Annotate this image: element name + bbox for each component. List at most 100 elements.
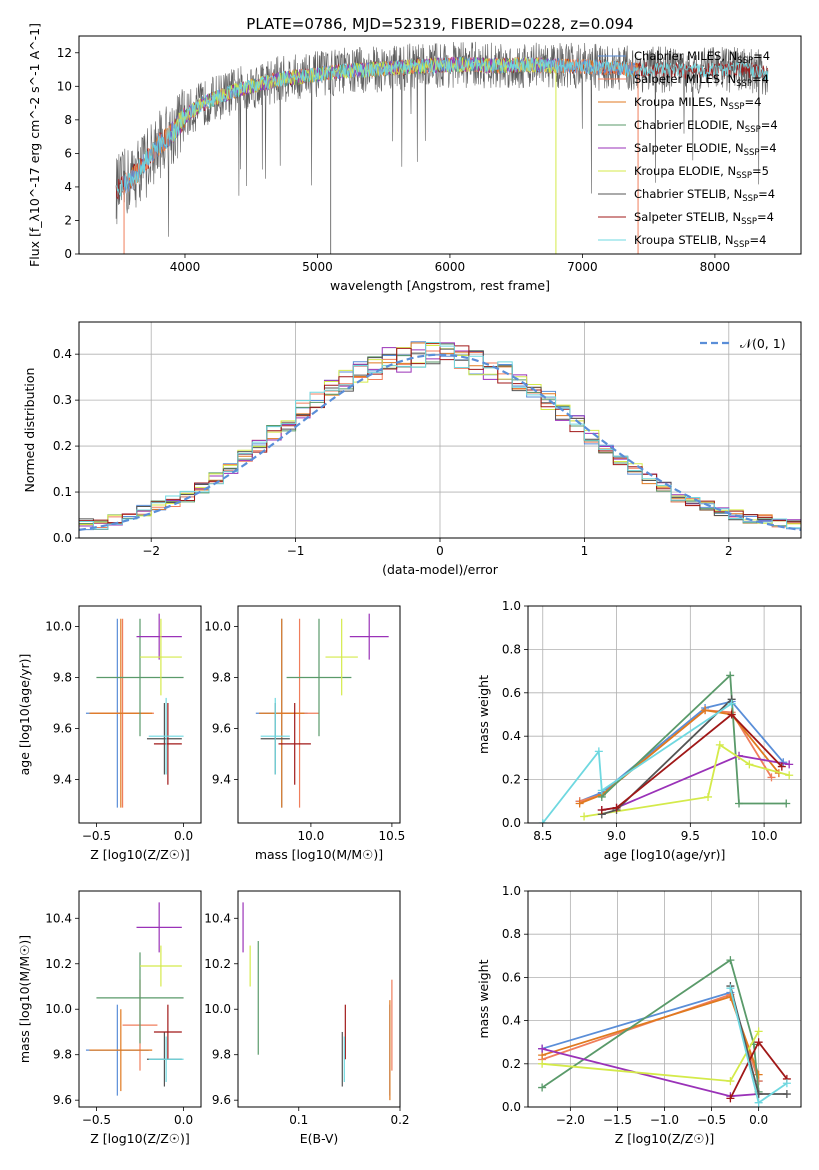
axes-frame xyxy=(527,605,802,824)
x-tick-label: −1 xyxy=(287,544,305,558)
x-tick-label: 10.0 xyxy=(298,829,325,843)
legend-label-kroupa-stelib: Kroupa STELIB, NSSP=4 xyxy=(634,233,766,250)
legend-label-chabrier-elodie: Chabrier ELODIE, NSSP=4 xyxy=(634,118,778,135)
weight-line-chabrier-elodie xyxy=(541,958,760,1092)
y-tick-label: 9.6 xyxy=(53,722,72,736)
weight-marker-salpeter-stelib xyxy=(726,1094,735,1103)
y-tick-label: 9.6 xyxy=(212,1093,231,1107)
y-tick-label: 0.2 xyxy=(502,1057,521,1071)
axes-frame xyxy=(237,605,401,824)
x-tick-label: 0.0 xyxy=(174,1113,193,1127)
weight-marker-kroupa-stelib xyxy=(726,984,735,993)
y-axis-label: age [log10(age/yr)] xyxy=(17,654,32,776)
weight-marker-salpeter-miles xyxy=(767,773,776,782)
y-tick-label: 0 xyxy=(64,247,72,261)
panel-mass_vs_ebv: 0.1 0.2 9.6 9.8 10.0 10.2 10.4 E(B-V) xyxy=(204,890,410,1146)
y-tick-label: 0.4 xyxy=(502,1014,521,1028)
weight-marker-kroupa-stelib xyxy=(727,699,736,708)
y-tick-label: 9.8 xyxy=(212,670,231,684)
plot-area xyxy=(79,341,801,538)
y-tick-label: 0.0 xyxy=(53,531,72,545)
x-axis-label: (data-model)/error xyxy=(382,562,499,577)
y-tick-label: 1.0 xyxy=(502,599,521,613)
x-tick-label: 4000 xyxy=(170,260,201,274)
y-tick-label: 0.3 xyxy=(53,393,72,407)
legend: Chabrier MILES, NSSP=4 Salpeter MILES, NS… xyxy=(598,49,778,250)
weight-marker-kroupa-elodie xyxy=(726,1077,735,1086)
weight-marker-kroupa-elodie xyxy=(580,812,589,821)
y-tick-label: 6 xyxy=(64,146,72,160)
y-tick-label: 4 xyxy=(64,180,72,194)
y-tick-label: 9.8 xyxy=(53,670,72,684)
weight-marker-chabrier-elodie xyxy=(726,671,735,680)
axes-frame xyxy=(78,890,202,1108)
y-tick-label: 1.0 xyxy=(502,884,521,898)
axes-frame xyxy=(78,605,202,824)
x-tick-label: −1.5 xyxy=(603,1113,632,1127)
x-tick-label: 8000 xyxy=(700,260,731,274)
y-axis-label: mass weight xyxy=(476,675,491,754)
x-tick-label: −0.5 xyxy=(82,829,111,843)
legend-label-normal: 𝒩(0, 1) xyxy=(740,336,786,351)
axes-frame xyxy=(237,890,401,1108)
y-tick-label: 0.4 xyxy=(53,347,72,361)
y-axis-label: Normed distribution xyxy=(22,368,37,493)
y-tick-label: 0.6 xyxy=(502,970,521,984)
weight-marker-kroupa-stelib xyxy=(597,786,606,795)
weight-line-chabrier-elodie xyxy=(601,673,787,805)
x-tick-label: 10.0 xyxy=(751,829,778,843)
plot-area xyxy=(242,902,393,1101)
weight-marker-salpeter-stelib xyxy=(754,1038,763,1047)
histogram-kroupa-stelib xyxy=(79,342,801,538)
legend-label-chabrier-miles: Chabrier MILES, NSSP=4 xyxy=(634,49,770,66)
y-tick-label: 2 xyxy=(64,213,72,227)
panel-residuals: −2 −1 0 1 2 0.0 0.1 0.2 0.3 0.4 (data-model)/error… xyxy=(22,321,802,577)
weight-line-salpeter-stelib xyxy=(601,713,783,811)
weight-marker-kroupa-miles xyxy=(575,799,584,808)
weight-marker-salpeter-stelib xyxy=(597,805,606,814)
weight-marker-kroupa-elodie xyxy=(704,792,713,801)
weight-marker-kroupa-stelib xyxy=(782,1079,791,1088)
y-tick-label: 12 xyxy=(57,46,72,60)
y-tick-label: 0.0 xyxy=(502,816,521,830)
panel-spectrum: 4000 5000 6000 7000 8000 0 2 4 6 8 10 12 wavelength … xyxy=(27,23,802,293)
x-axis-label: Z [log10(Z/Z☉)] xyxy=(615,1131,715,1146)
x-tick-label: 0 xyxy=(436,544,444,558)
weight-line-chabrier-miles xyxy=(579,700,784,803)
weight-line-kroupa-stelib xyxy=(542,702,733,823)
y-tick-label: 10.0 xyxy=(45,1002,72,1016)
x-tick-label: 0.0 xyxy=(749,1113,768,1127)
y-tick-label: 0.8 xyxy=(502,642,521,656)
normal-curve xyxy=(79,353,801,531)
y-axis-label: mass [log10(M/M☉)] xyxy=(17,935,32,1063)
weight-marker-kroupa-stelib xyxy=(594,747,603,756)
y-tick-label: 0.1 xyxy=(53,485,72,499)
x-tick-label: −0.5 xyxy=(82,1113,111,1127)
x-tick-label: −2 xyxy=(142,544,160,558)
x-tick-label: 6000 xyxy=(435,260,466,274)
panel-weight_vs_age: 8.5 9.0 9.5 10.0 0.0 0.2 0.4 0.6 0.8 1.0 age [log1… xyxy=(476,599,802,862)
y-axis-label: mass weight xyxy=(476,959,491,1038)
y-tick-label: 9.8 xyxy=(212,1048,231,1062)
weight-marker-salpeter-stelib xyxy=(612,803,621,812)
x-axis-label: mass [log10(M/M☉)] xyxy=(255,847,383,862)
weight-line-salpeter-miles xyxy=(541,993,760,1082)
legend-label-salpeter-miles: Salpeter MILES, NSSP=4 xyxy=(634,72,769,89)
x-tick-label: −0.5 xyxy=(697,1113,726,1127)
x-tick-label: 7000 xyxy=(567,260,598,274)
weight-marker-kroupa-miles xyxy=(701,706,710,715)
panel-age_vs_Z: −0.5 0.0 9.4 9.6 9.8 10.0 Z [log10(Z/Z☉)] age [… xyxy=(17,605,202,862)
legend-label-kroupa-miles: Kroupa MILES, NSSP=4 xyxy=(634,95,761,112)
x-tick-label: −2.0 xyxy=(556,1113,585,1127)
y-axis-label: Flux [f_λ10^-17 erg cm^-2 s^-1 A^-1] xyxy=(27,23,42,267)
weight-marker-chabrier-stelib xyxy=(782,1090,791,1099)
y-tick-label: 10 xyxy=(57,79,72,93)
weight-marker-salpeter-elodie xyxy=(538,1044,547,1053)
weight-marker-chabrier-elodie xyxy=(735,799,744,808)
weight-marker-salpeter-stelib xyxy=(777,762,786,771)
y-tick-label: 10.4 xyxy=(45,911,72,925)
y-tick-label: 10.0 xyxy=(204,1002,231,1016)
x-tick-label: 9.0 xyxy=(607,829,626,843)
weight-marker-salpeter-stelib xyxy=(727,710,736,719)
